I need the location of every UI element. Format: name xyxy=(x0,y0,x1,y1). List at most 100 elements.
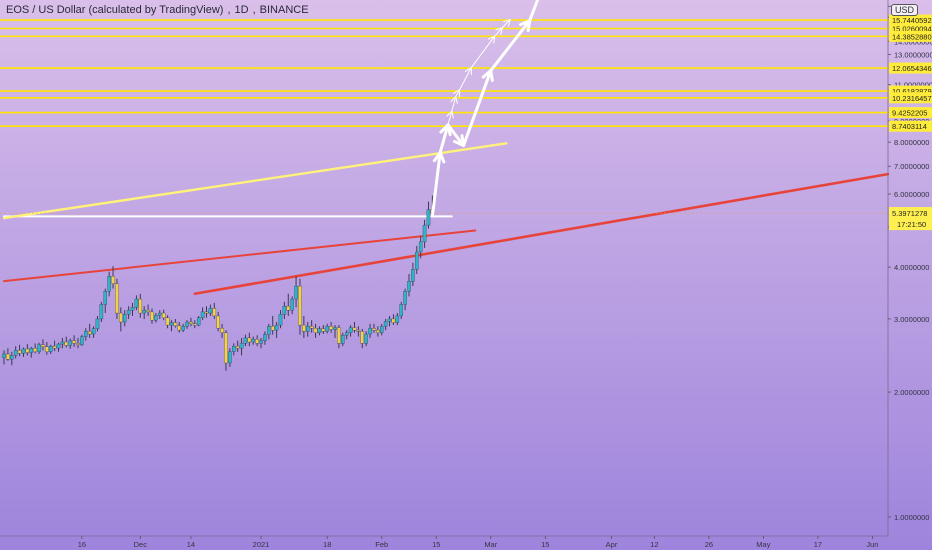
candle-up xyxy=(84,331,88,337)
candle-up xyxy=(426,209,431,226)
candle-up xyxy=(99,304,104,320)
level-label-bg xyxy=(889,14,932,26)
candle-down xyxy=(64,341,69,346)
price-tick-label: 4.0000000 xyxy=(894,263,929,272)
candle-up xyxy=(333,327,337,330)
candle-up xyxy=(13,350,18,356)
candle-up xyxy=(158,312,162,316)
candle-up xyxy=(134,298,139,308)
candle-up xyxy=(415,251,419,270)
level-label-bg xyxy=(889,30,932,42)
candle-up xyxy=(364,333,368,344)
thick-arrow-extension xyxy=(528,0,540,23)
price-tick-label: 8.0000000 xyxy=(894,138,929,147)
candle-up xyxy=(196,317,201,326)
candle-up xyxy=(48,345,53,352)
thin-arrow-segment xyxy=(455,89,461,98)
time-tick-label: 12 xyxy=(650,540,658,549)
candle-down xyxy=(33,348,37,352)
level-label: 15.7440592 xyxy=(892,16,932,25)
candle-up xyxy=(317,328,322,333)
price-axis[interactable]: 1.00000002.00000003.00000004.00000005.00… xyxy=(887,0,932,536)
candle-down xyxy=(45,346,49,352)
candle-up xyxy=(142,310,146,314)
level-label-bg xyxy=(889,107,932,119)
candle-up xyxy=(259,340,263,344)
candle-down xyxy=(111,276,115,284)
candle-down xyxy=(72,340,76,344)
candle-down xyxy=(173,322,178,326)
candle-down xyxy=(204,311,209,314)
candle-down xyxy=(189,321,193,324)
candle-down xyxy=(302,324,306,332)
candle-down xyxy=(212,308,217,317)
currency-scale-badge[interactable]: USD xyxy=(890,4,918,16)
candle-up xyxy=(399,304,403,317)
candle-up xyxy=(348,327,353,333)
candle-up xyxy=(344,332,349,336)
candle-down xyxy=(224,332,228,364)
red-trendline-upper xyxy=(3,229,477,283)
candle-up xyxy=(29,348,34,353)
candle-down xyxy=(321,328,326,332)
candles-layer xyxy=(2,195,435,371)
countdown-label: 17:21:50 xyxy=(897,220,926,229)
time-tick-label: Jun xyxy=(866,540,878,549)
candle-down xyxy=(255,339,259,344)
level-lines-layer xyxy=(0,19,888,127)
thick-arrow-segment xyxy=(430,151,442,218)
current-price-label: 5.3971278 xyxy=(892,209,927,218)
candle-down xyxy=(270,326,275,331)
candle-down xyxy=(41,344,45,347)
time-axis[interactable]: 16 Dec 14 2021 18 Feb 15 Mar 15 Apr 12 26 May 17 Jun xyxy=(0,535,888,549)
price-tick-label: 1.0000000 xyxy=(894,513,929,522)
candle-down xyxy=(309,326,314,329)
candle-up xyxy=(103,291,108,305)
thick-arrow-segment xyxy=(489,19,532,73)
candle-up xyxy=(208,308,213,314)
thick-arrow-segment xyxy=(446,123,466,148)
level-label: 10.6182879 xyxy=(892,87,932,96)
price-tick-label: 11.0000000 xyxy=(894,81,932,90)
candle-up xyxy=(169,322,174,326)
time-tick-label: Apr xyxy=(606,540,618,549)
candle-down xyxy=(298,285,302,326)
current-price-label-bg xyxy=(889,207,932,231)
candle-down xyxy=(165,317,170,326)
time-tick-label: May xyxy=(756,540,770,549)
candle-down xyxy=(376,329,380,333)
candle-up xyxy=(228,351,232,364)
candle-up xyxy=(10,355,14,360)
level-label: 10.2316457 xyxy=(892,94,932,103)
candle-down xyxy=(286,306,291,311)
candle-down xyxy=(119,312,123,323)
candle-up xyxy=(239,343,244,349)
time-tick-label: 16 xyxy=(78,540,86,549)
candle-up xyxy=(306,326,310,332)
candle-up xyxy=(243,337,248,344)
candle-up xyxy=(383,321,388,327)
candle-up xyxy=(60,341,65,345)
candle-down xyxy=(356,329,361,332)
candle-down xyxy=(220,328,224,333)
level-label-bg xyxy=(889,62,932,74)
candle-up xyxy=(2,353,6,358)
yellow-trendline xyxy=(2,142,508,220)
candle-down xyxy=(161,312,166,318)
candle-down xyxy=(329,326,333,330)
candle-up xyxy=(267,326,271,335)
candle-down xyxy=(337,327,341,344)
candle-down xyxy=(177,325,181,331)
candle-up xyxy=(395,315,400,323)
chart-title: EOS / US Dollar (calculated by TradingVi… xyxy=(6,4,309,16)
candle-up xyxy=(403,291,407,305)
level-label: 15.0260094 xyxy=(892,25,932,34)
candle-down xyxy=(313,328,318,333)
candle-down xyxy=(391,318,396,323)
symbol-name: EOS / US Dollar (calculated by TradingVi… xyxy=(6,4,224,16)
candle-up xyxy=(341,335,345,344)
candle-down xyxy=(115,283,119,314)
candle-up xyxy=(282,306,287,315)
